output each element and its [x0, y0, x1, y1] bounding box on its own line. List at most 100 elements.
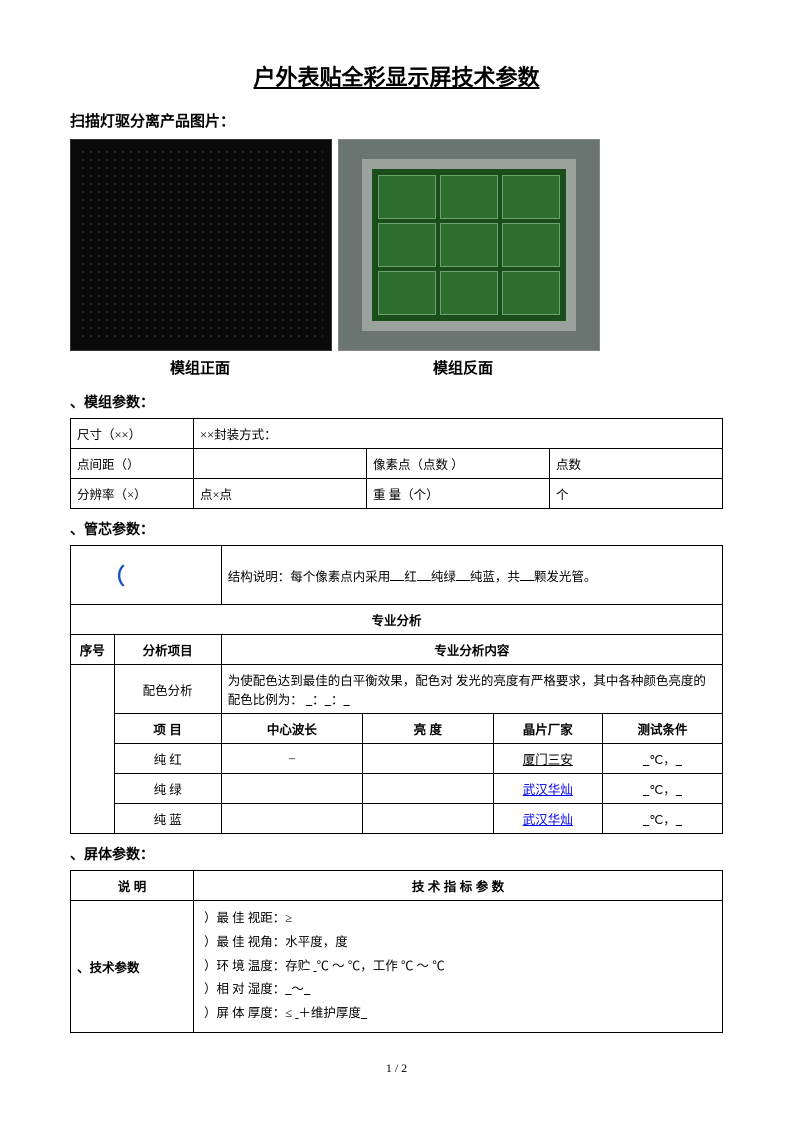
- caption-back: 模组反面: [330, 357, 596, 378]
- table-row: 配色分析 为使配色达到最佳的白平衡效果，配色对 发光的亮度有严格要求，其中各种颜…: [71, 665, 723, 714]
- t: ℃ ～: [317, 959, 348, 973]
- tech-l5-a: ）屏 体 厚度：≤: [204, 1006, 295, 1020]
- t: ～: [292, 982, 305, 996]
- cell: [194, 449, 367, 479]
- t: ℃: [432, 959, 445, 973]
- pcb-chip: [378, 175, 436, 219]
- t: ℃ ～: [401, 959, 432, 973]
- cell-cond: ℃，: [602, 804, 722, 834]
- cell: 纯 蓝: [114, 804, 221, 834]
- table-row: 专业分析: [71, 605, 723, 635]
- section-core-params-head: 、管芯参数：: [70, 519, 723, 539]
- struct-red: 红: [404, 570, 417, 584]
- analysis-title: 专业分析: [71, 605, 723, 635]
- cell-cond: ℃，: [602, 744, 722, 774]
- colon: ：: [331, 693, 344, 707]
- th-content: 专业分析内容: [221, 635, 722, 665]
- struct-text: 结构说明：每个像素点内采用: [228, 570, 391, 584]
- pcb-chip: [502, 223, 560, 267]
- cell-structure-desc: 结构说明：每个像素点内采用红纯绿纯蓝，共颗发光管。: [221, 546, 722, 605]
- cell: 个: [550, 479, 723, 509]
- cell-seq-blank: [71, 665, 115, 834]
- tech-line: ）最 佳 视角：水平度，度: [204, 931, 712, 955]
- pcb-chip: [378, 223, 436, 267]
- pcb-chip: [440, 175, 498, 219]
- cell: –: [221, 744, 362, 774]
- cell-maker-link[interactable]: 武汉华灿: [493, 804, 602, 834]
- color-text: 为使配色达到最佳的白平衡效果，配色对 发光的亮度有严格要求，其中各种颜色亮度的配…: [228, 674, 706, 707]
- cell: ××封装方式：: [194, 419, 723, 449]
- module-params-table: 尺寸（××） ××封装方式： 点间距（） 像素点（点数 ） 点数 分辨率（×） …: [70, 418, 723, 509]
- module-back-pcb: [362, 159, 575, 331]
- cell: 像素点（点数 ）: [367, 449, 550, 479]
- cell-color-analysis: 配色分析: [114, 665, 221, 714]
- section-screen-params-head: 、屏体参数：: [70, 844, 723, 864]
- cell-tech-label: 、技术参数: [71, 901, 194, 1033]
- blank: [520, 580, 534, 581]
- blank: [456, 580, 470, 581]
- screen-params-table: 说 明 技 术 指 标 参 数 、技术参数 ）最 佳 视距：≥ ）最 佳 视角：…: [70, 870, 723, 1033]
- pcb-chip: [440, 223, 498, 267]
- pcb-chip: [378, 271, 436, 315]
- cell-tech-content: ）最 佳 视距：≥ ）最 佳 视角：水平度，度 ）环 境 温度：存贮 ℃ ～ ℃…: [194, 901, 723, 1033]
- struct-tail: 颗发光管。: [534, 570, 597, 584]
- colon: ：: [312, 693, 325, 707]
- page-title: 户外表贴全彩显示屏技术参数: [70, 60, 723, 92]
- cell-maker-link[interactable]: 武汉华灿: [493, 774, 602, 804]
- cell-image-placeholder: （: [71, 546, 222, 605]
- th: 测试条件: [602, 714, 722, 744]
- cell: 点数: [550, 449, 723, 479]
- tech-l4-a: ）相 对 湿度：: [204, 982, 285, 996]
- cell: 分辨率（×）: [71, 479, 194, 509]
- th-seq: 序号: [71, 635, 115, 665]
- caption-front: 模组正面: [70, 357, 330, 378]
- page-number: 1 / 2: [70, 1061, 723, 1076]
- table-row: 纯 蓝 武汉华灿 ℃，: [71, 804, 723, 834]
- blank: [390, 580, 404, 581]
- tech-l3-a: ）环 境 温度：存贮: [204, 959, 313, 973]
- cell: 点间距（）: [71, 449, 194, 479]
- section-module-params-head: 、模组参数：: [70, 392, 723, 412]
- cell-color-analysis-text: 为使配色达到最佳的白平衡效果，配色对 发光的亮度有严格要求，其中各种颜色亮度的配…: [221, 665, 722, 714]
- cell-cond: ℃，: [602, 774, 722, 804]
- th: 项 目: [114, 714, 221, 744]
- cond-text: ℃，: [649, 753, 676, 767]
- cell: 点×点: [194, 479, 367, 509]
- tech-line: ）最 佳 视距：≥: [204, 907, 712, 931]
- blank: [361, 1006, 367, 1020]
- th-desc: 说 明: [71, 871, 194, 901]
- cell: [363, 804, 494, 834]
- pcb-chip: [440, 271, 498, 315]
- blank: [676, 753, 682, 767]
- blank: [676, 783, 682, 797]
- cell: 尺寸（××）: [71, 419, 194, 449]
- blank: [417, 580, 431, 581]
- th: 亮 度: [363, 714, 494, 744]
- table-row: 尺寸（××） ××封装方式：: [71, 419, 723, 449]
- image-captions: 模组正面 模组反面: [70, 357, 723, 378]
- table-row: 纯 绿 武汉华灿 ℃，: [71, 774, 723, 804]
- th-item: 分析项目: [114, 635, 221, 665]
- table-row: 序号 分析项目 专业分析内容: [71, 635, 723, 665]
- table-row: 纯 红 – 厦门三安 ℃，: [71, 744, 723, 774]
- blank: [304, 982, 310, 996]
- table-row: 点间距（） 像素点（点数 ） 点数: [71, 449, 723, 479]
- core-params-table: （ 结构说明：每个像素点内采用红纯绿纯蓝，共颗发光管。 专业分析 序号 分析项目…: [70, 545, 723, 834]
- image-section-subtitle: 扫描灯驱分离产品图片：: [70, 110, 723, 131]
- blue-paren-icon: （: [77, 564, 125, 589]
- pcb-chip: [502, 175, 560, 219]
- tech-line: ）屏 体 厚度：≤ ＋维护厚度: [204, 1002, 712, 1026]
- cell: 纯 绿: [114, 774, 221, 804]
- ratio-blank: [343, 693, 349, 707]
- struct-blue: 纯蓝，共: [470, 570, 520, 584]
- th: 晶片厂家: [493, 714, 602, 744]
- table-row: 说 明 技 术 指 标 参 数: [71, 871, 723, 901]
- cell: [363, 744, 494, 774]
- cell: [221, 804, 362, 834]
- cond-text: ℃，: [649, 783, 676, 797]
- cell-maker: 厦门三安: [493, 744, 602, 774]
- th: 中心波长: [221, 714, 362, 744]
- cell: 重 量（个）: [367, 479, 550, 509]
- table-row: 项 目 中心波长 亮 度 晶片厂家 测试条件: [71, 714, 723, 744]
- blank: [676, 813, 682, 827]
